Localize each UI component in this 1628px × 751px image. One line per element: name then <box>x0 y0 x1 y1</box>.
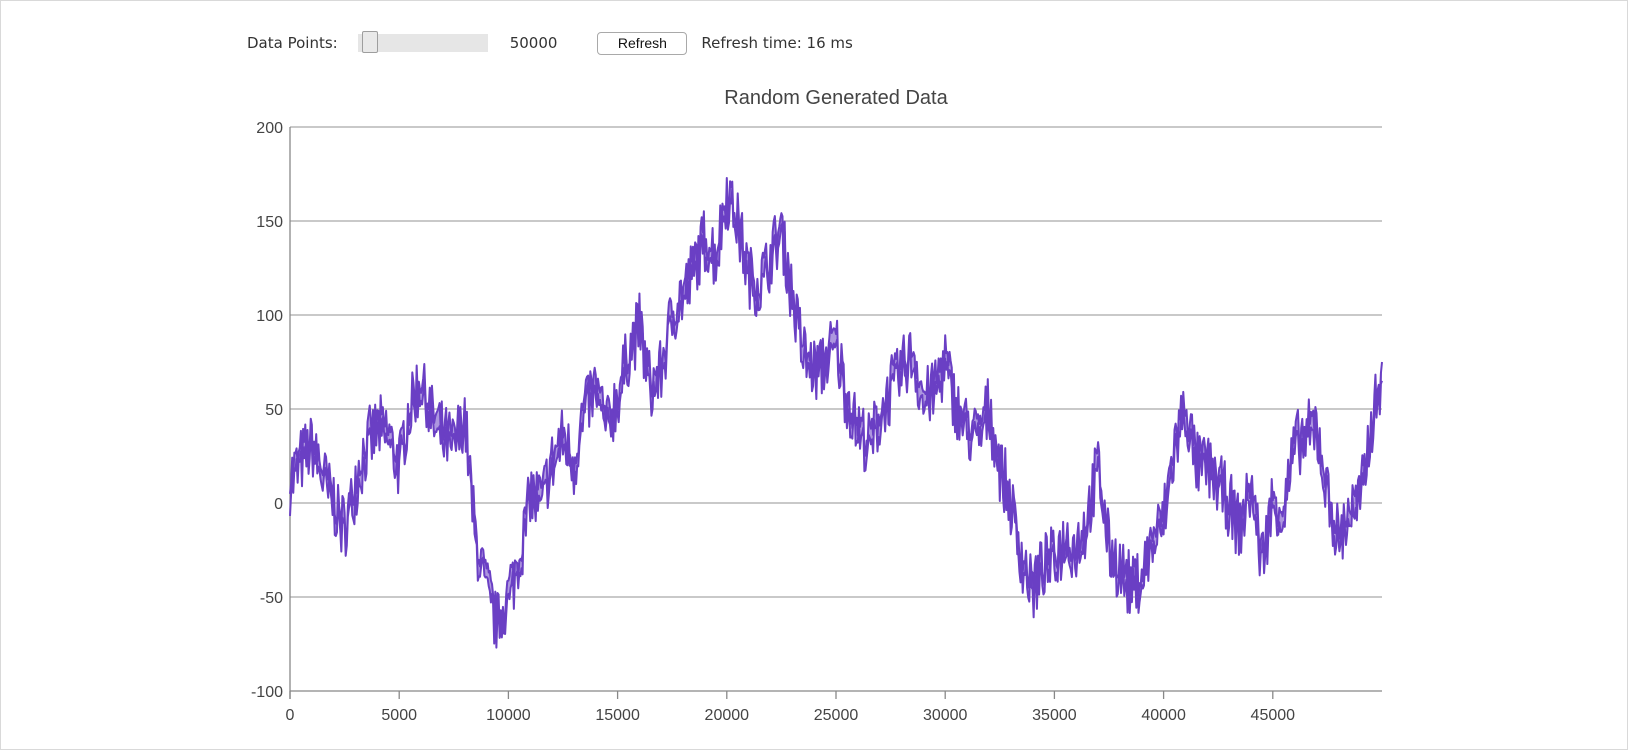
refresh-time-text: Refresh time: 16 ms <box>701 34 853 52</box>
data-points-slider[interactable] <box>357 31 488 53</box>
data-points-slider-thumb[interactable] <box>362 31 379 53</box>
x-tick-label: 35000 <box>1032 707 1077 724</box>
x-tick-label: 10000 <box>486 707 531 724</box>
x-tick-label: 5000 <box>381 707 417 724</box>
x-tick-label: 15000 <box>595 707 640 724</box>
data-points-label: Data Points: <box>247 34 338 52</box>
series-lower-line <box>289 188 1383 649</box>
y-tick-label: 100 <box>256 308 283 325</box>
series-upper-line <box>289 176 1383 638</box>
y-tick-label: 150 <box>256 214 283 231</box>
y-tick-label: 0 <box>274 496 283 513</box>
series-range-area <box>290 177 1382 648</box>
data-points-value: 50000 <box>509 34 558 52</box>
y-tick-label: 50 <box>265 402 283 419</box>
x-tick-label: 25000 <box>814 707 859 724</box>
x-tick-label: 0 <box>286 707 295 724</box>
y-tick-label: -50 <box>260 590 283 607</box>
x-tick-label: 45000 <box>1251 707 1296 724</box>
y-tick-label: -100 <box>251 684 283 701</box>
refresh-button[interactable]: Refresh <box>597 31 688 55</box>
chart-title: Random Generated Data <box>724 87 948 109</box>
x-tick-label: 40000 <box>1141 707 1186 724</box>
controls-bar: Data Points: 50000 Refresh Refresh time:… <box>247 29 853 57</box>
x-tick-label: 20000 <box>705 707 750 724</box>
y-tick-label: 200 <box>256 120 283 137</box>
x-tick-label: 30000 <box>923 707 968 724</box>
